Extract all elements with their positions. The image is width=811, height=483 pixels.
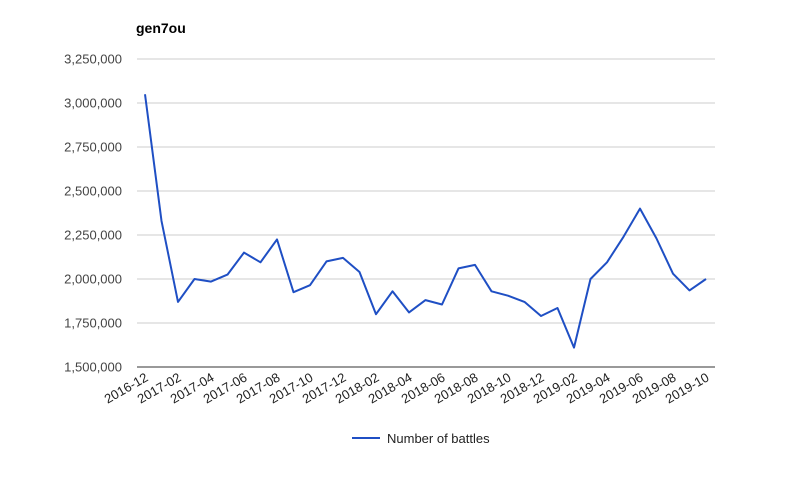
y-tick-label: 2,250,000 [64,228,122,243]
y-tick-label: 1,750,000 [64,316,122,331]
y-tick-label: 3,000,000 [64,96,122,111]
y-axis-tick-labels: 1,500,000 1,750,000 2,000,000 2,250,000 2,50… [64,52,122,375]
y-tick-label: 2,000,000 [64,272,122,287]
legend-label-number-of-battles: Number of battles [387,431,490,446]
series-layer [144,94,707,349]
y-tick-label: 1,500,000 [64,360,122,375]
chart-title: gen7ou [136,20,186,36]
y-tick-label: 3,250,000 [64,52,122,67]
series-line-number-of-battles[interactable] [144,94,707,349]
x-axis-tick-labels: 2016-122017-022017-042017-062017-082017-… [102,370,712,407]
y-tick-label: 2,500,000 [64,184,122,199]
y-tick-label: 2,750,000 [64,140,122,155]
gridlines [137,58,715,368]
legend[interactable]: Number of battles [352,431,490,446]
